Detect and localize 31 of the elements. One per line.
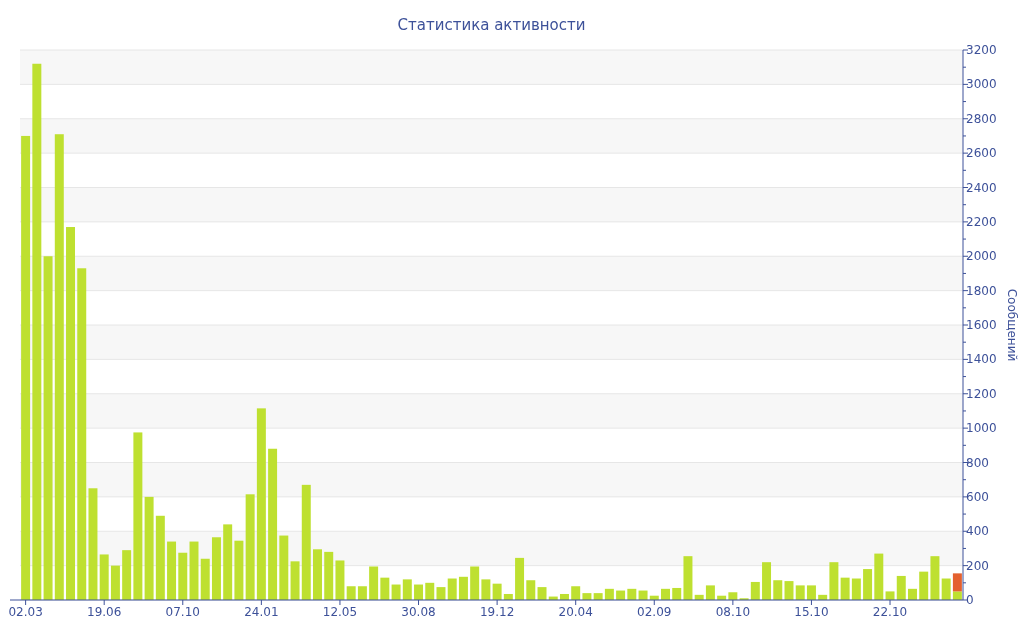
y-tick-label: 3000 [966, 77, 997, 92]
x-tick-label: 19.06 [87, 605, 122, 619]
x-tick-label: 02.09 [637, 605, 672, 619]
y-tick-label: 400 [966, 524, 989, 539]
x-tick-label: 24.01 [244, 605, 279, 619]
y-tick-label: 200 [966, 558, 989, 573]
y-tick-label: 2200 [966, 214, 997, 229]
x-tick-label: 12.05 [322, 605, 358, 619]
y-tick-label: 1200 [966, 386, 997, 401]
y-tick-label: 600 [966, 489, 989, 504]
y-tick-label: 3200 [966, 43, 997, 57]
x-tick-label: 30.08 [401, 605, 436, 619]
x-tick-label: 02.03 [8, 605, 43, 619]
y-tick-label: 800 [966, 455, 989, 470]
y-tick-label: 0 [966, 593, 974, 607]
x-tick-label: 08.10 [715, 605, 751, 619]
y-tick-label: 2400 [966, 180, 997, 195]
y-tick-label: 1800 [966, 283, 997, 298]
x-tick-label: 07.10 [165, 605, 200, 619]
x-tick-label: 20.04 [558, 605, 593, 619]
y-tick-label: 1600 [966, 318, 997, 332]
y-axis-title: Сообщений [1005, 288, 1019, 362]
y-tick-label: 2600 [966, 146, 997, 161]
x-tick-label: 15.10 [794, 605, 829, 619]
y-tick-label: 2800 [966, 111, 997, 126]
x-tick-label: 22.10 [872, 605, 908, 619]
y-tick-label: 1000 [966, 421, 997, 436]
x-tick-label: 19.12 [479, 605, 515, 619]
y-tick-label: 1400 [966, 352, 997, 367]
chart-title: Статистика активности [397, 16, 586, 34]
y-tick-label: 2000 [966, 249, 997, 264]
